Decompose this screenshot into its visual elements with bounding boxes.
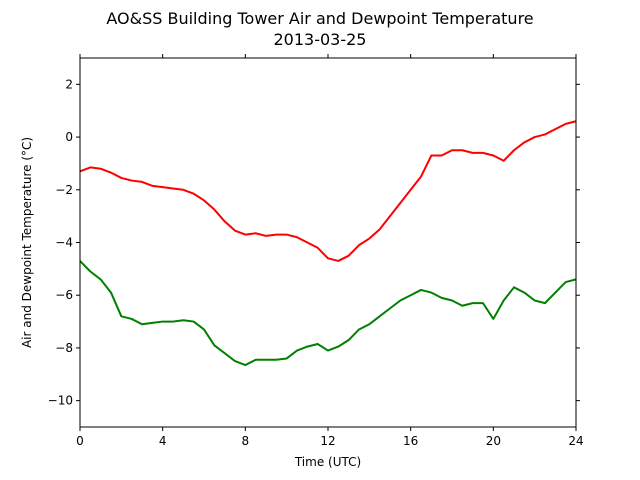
x-axis-label: Time (UTC) [294,455,361,469]
plot-frame [79,57,577,428]
chart-subtitle: 2013-03-25 [274,30,367,49]
series-line-1 [79,260,577,367]
x-tick-label: 24 [568,434,583,448]
x-tick-label: 16 [403,434,418,448]
y-tick-label: −4 [55,236,73,250]
y-tick-label: 2 [65,77,73,91]
y-tick-label: −6 [55,288,73,302]
y-tick-label: −2 [55,183,73,197]
y-tick-label: 0 [65,130,73,144]
series-line-0 [79,120,577,262]
x-tick-label: 8 [242,434,250,448]
series-layer [79,120,577,367]
y-axis-label: Air and Dewpoint Temperature (°C) [20,137,34,348]
x-tick-label: 0 [76,434,84,448]
y-tick-label: −8 [55,341,73,355]
y-tick-label: −10 [48,394,73,408]
chart-title: AO&SS Building Tower Air and Dewpoint Te… [106,9,533,28]
x-tick-label: 20 [486,434,501,448]
x-tick-label: 12 [320,434,335,448]
x-tick-label: 4 [159,434,167,448]
